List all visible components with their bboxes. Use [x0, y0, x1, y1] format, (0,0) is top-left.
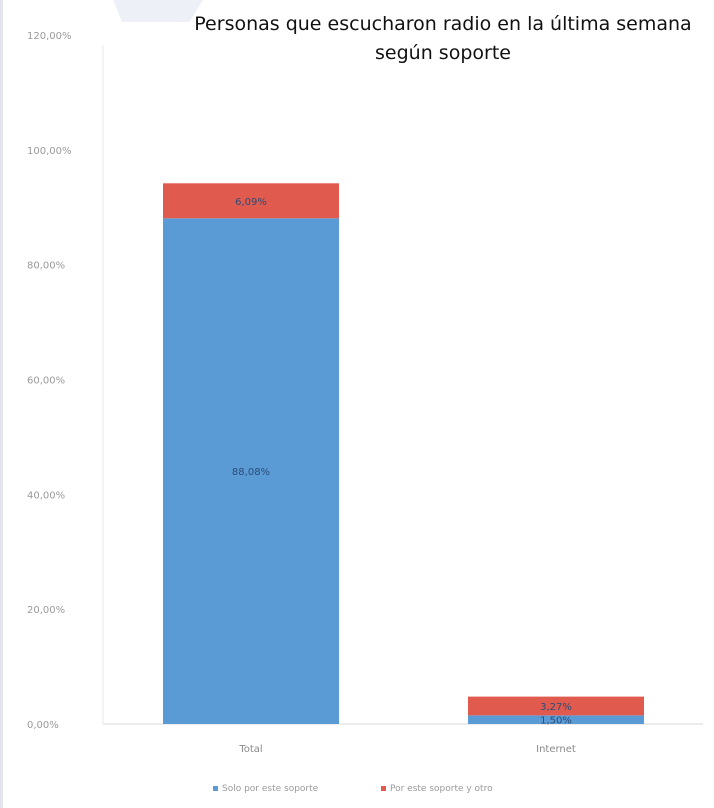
stacked-bar-chart: 0,00% 20,00% 40,00% 60,00% 80,00% 100,00% 120,…	[27, 31, 703, 794]
y-tick-label: 100,00%	[27, 146, 72, 157]
bar-segment	[163, 183, 339, 219]
y-tick-label: 20,00%	[27, 605, 65, 616]
data-label: 3,27%	[540, 702, 572, 713]
y-tick-label: 40,00%	[27, 490, 65, 501]
chart-title: Personas que escucharon radio en la últi…	[153, 10, 714, 68]
y-tick-label: 0,00%	[27, 720, 59, 731]
bar-segment	[468, 696, 644, 716]
legend-label: Solo por este soporte	[222, 784, 319, 794]
category-label: Internet	[536, 744, 576, 755]
y-tick-label: 80,00%	[27, 261, 65, 272]
data-label: 88,08%	[232, 467, 270, 478]
bar-segment	[163, 218, 339, 725]
y-tick-label: 60,00%	[27, 376, 65, 387]
chart-title-line-1: Personas que escucharon radio en la últi…	[194, 13, 692, 35]
y-tick-label: 120,00%	[27, 31, 72, 42]
category-label: Total	[238, 744, 262, 755]
bar-segment	[468, 715, 644, 724]
legend-label: Por este soporte y otro	[390, 784, 493, 794]
decorative-shape	[113, 0, 203, 22]
chart-title-line-2: según soporte	[375, 42, 511, 64]
data-label: 1,50%	[540, 716, 572, 727]
data-label: 6,09%	[235, 197, 267, 208]
legend-swatch	[381, 786, 386, 791]
legend-swatch	[213, 786, 218, 791]
